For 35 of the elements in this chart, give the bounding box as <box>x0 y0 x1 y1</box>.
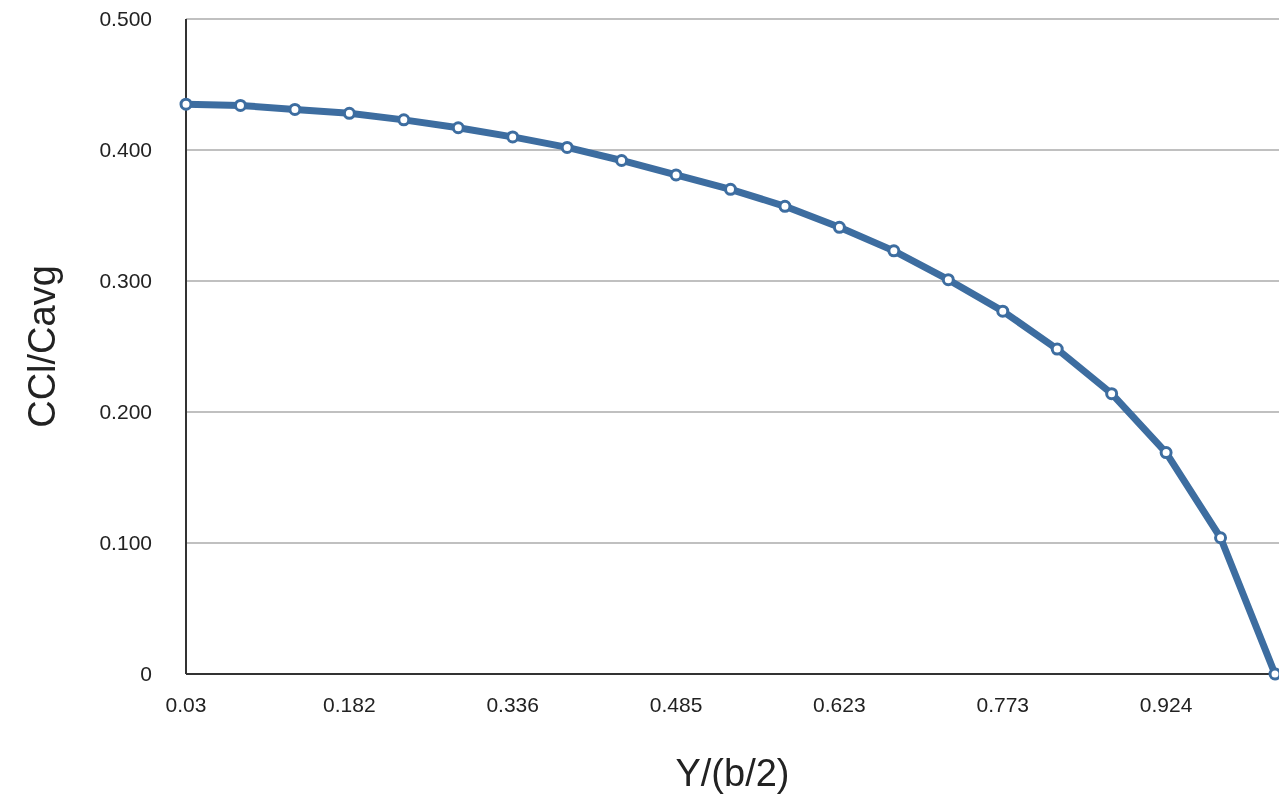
y-tick-label: 0.200 <box>99 400 152 424</box>
point <box>342 106 356 120</box>
point <box>288 102 302 116</box>
point <box>832 220 846 234</box>
point <box>941 273 955 287</box>
y-tick-label: 0.300 <box>99 269 152 293</box>
point <box>724 182 737 196</box>
point <box>615 153 629 167</box>
y-axis-title: CCl/Cavg <box>21 265 63 428</box>
point <box>451 121 465 135</box>
point <box>996 304 1010 318</box>
y-tick-label: 0.100 <box>99 531 152 555</box>
point <box>233 98 247 112</box>
x-tick-label: 0.485 <box>649 693 703 716</box>
point <box>887 244 901 258</box>
x-axis-title: Y/(b/2) <box>675 752 790 794</box>
point <box>506 130 520 144</box>
x-tick-label: 0.182 <box>323 693 376 716</box>
point <box>1214 531 1228 545</box>
x-tick-label: 0.336 <box>486 693 539 716</box>
point <box>179 97 193 111</box>
point <box>560 140 574 154</box>
point <box>1105 387 1119 401</box>
x-tick-label: 0.773 <box>976 693 1030 716</box>
point <box>1050 342 1064 356</box>
y-tick-label: 0 <box>140 662 152 686</box>
y-tick-label: 0.400 <box>99 138 152 162</box>
point <box>669 168 683 182</box>
point <box>397 113 411 127</box>
x-tick-label: 0.03 <box>165 693 207 716</box>
y-tick-label: 0.500 <box>99 7 152 31</box>
point <box>1159 446 1173 460</box>
x-tick-label: 0.623 <box>813 693 866 716</box>
point <box>778 199 792 213</box>
x-tick-label: 0.924 <box>1139 693 1193 716</box>
